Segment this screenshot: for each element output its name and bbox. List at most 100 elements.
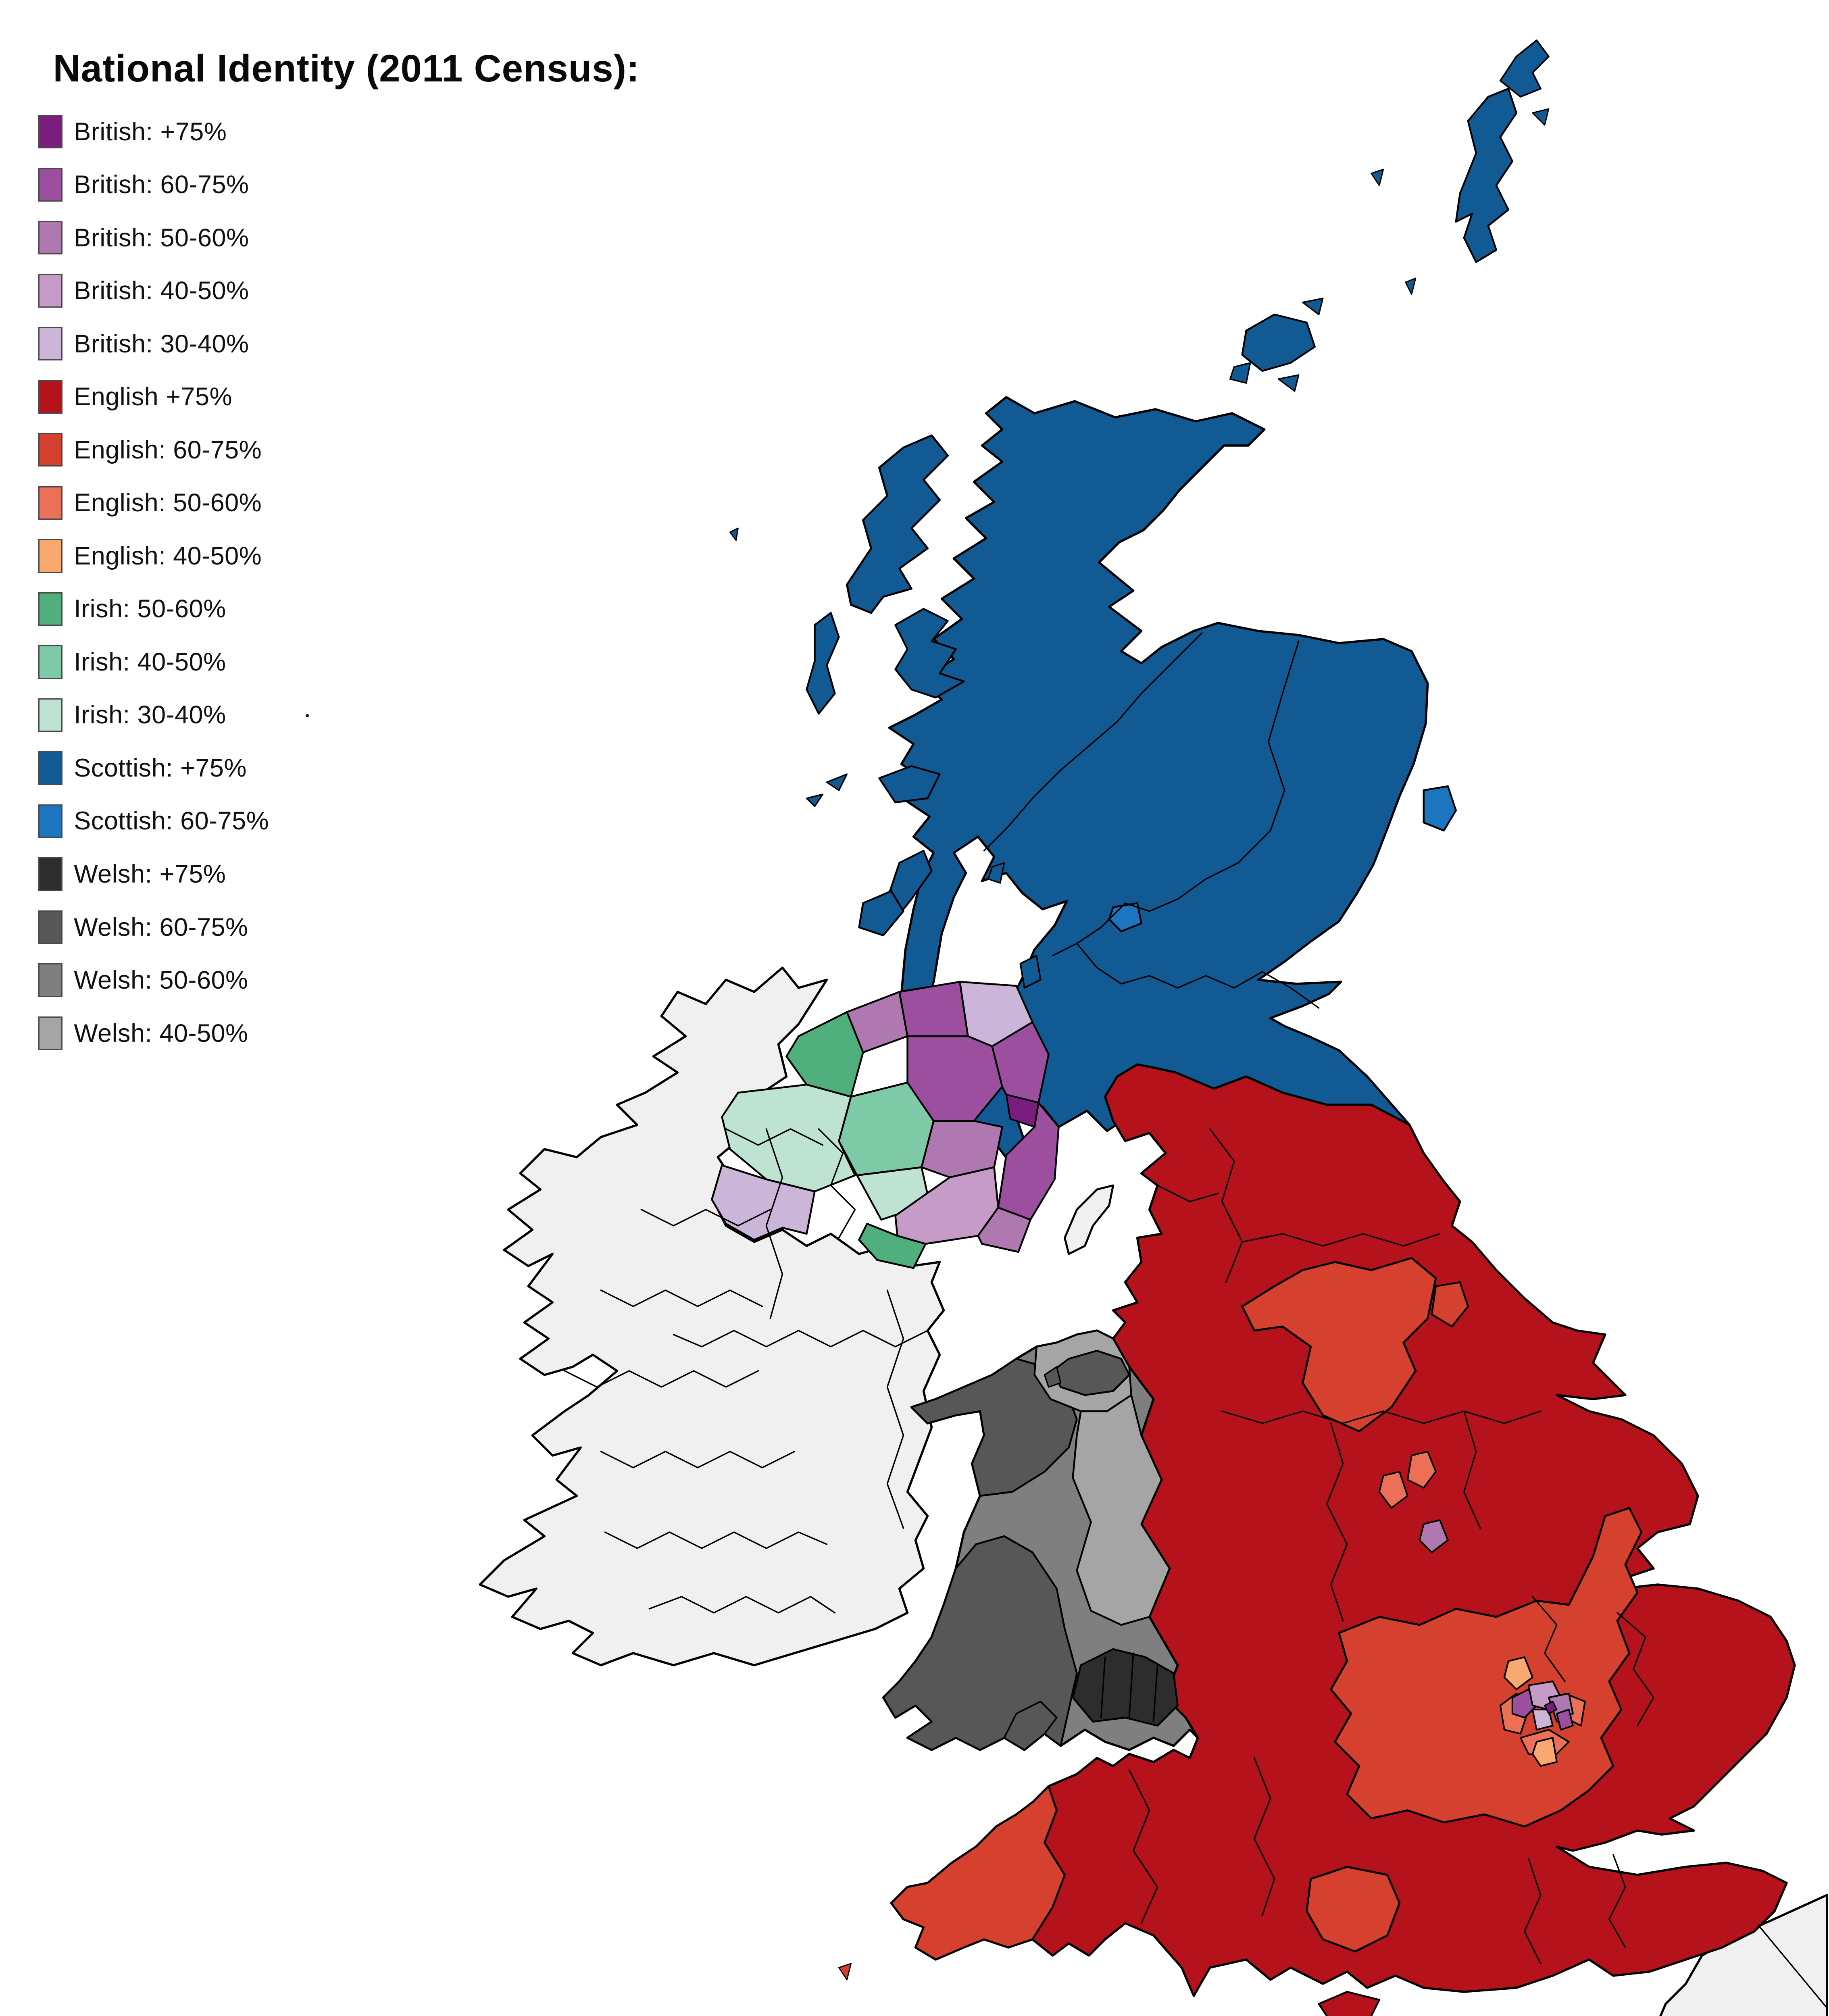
legend-label: British: +75% [74,117,227,146]
legend-swatch[interactable] [38,910,63,944]
legend-swatch[interactable] [38,380,63,414]
region-york[interactable] [1431,1281,1469,1328]
page-title: National Identity (2011 Census): [53,47,640,90]
region-shetland-east-isle[interactable] [1532,108,1550,126]
legend-item: Irish: 30-40% [38,689,269,742]
region-aberdeen-city[interactable] [1423,785,1457,832]
legend-item: Welsh: +75% [38,848,269,901]
region-leicester[interactable] [1378,1470,1408,1509]
legend-swatch[interactable] [38,645,63,679]
legend-swatch[interactable] [38,698,63,732]
legend-label: British: 60-75% [74,171,249,199]
region-tiree[interactable] [826,773,848,791]
region-st-kilda[interactable] [729,527,739,541]
region-cornwall[interactable] [890,1785,1066,1961]
region-orkney-north[interactable] [1302,298,1324,315]
ni-ballymena[interactable] [906,1035,1003,1122]
region-fair-isle[interactable] [1405,277,1417,295]
legend-label: British: 40-50% [74,277,249,305]
london-croydon[interactable] [1531,1737,1558,1767]
region-orkney-mainland[interactable] [1241,313,1316,372]
legend-swatch[interactable] [38,592,63,626]
legend-swatch[interactable] [38,274,63,308]
legend-item: Scottish: +75% [38,741,269,795]
region-skye[interactable] [894,608,965,699]
ni-fermanagh[interactable] [711,1164,816,1241]
wales-swansea[interactable] [1003,1700,1058,1751]
london-borough-core[interactable] [1544,1701,1558,1714]
legend-swatch[interactable] [38,963,63,997]
border-irish-county-5 [564,1370,759,1388]
border-sussex [1524,1858,1542,1964]
wales-powys[interactable] [1072,1394,1171,1626]
region-holyhead[interactable] [1044,1366,1062,1388]
legend-swatch[interactable] [38,486,63,520]
region-islay[interactable] [858,890,904,937]
border-norfolk [1617,1612,1654,1727]
legend: British: +75% British: 60-75% British: 5… [38,105,269,1060]
region-south-hampshire[interactable] [1306,1866,1401,1953]
ni-coleraine[interactable] [898,981,969,1037]
ni-down-south[interactable] [977,1206,1031,1253]
wales-valleys[interactable] [1072,1648,1179,1727]
legend-swatch[interactable] [38,857,63,891]
border-kent [1608,1854,1626,1948]
border-midlands-vertical [1326,1422,1348,1622]
ni-omagh[interactable] [721,1083,856,1193]
border-irish-county-2 [725,1128,824,1146]
region-lewis-harris[interactable] [846,434,949,614]
region-anglesey[interactable] [1052,1350,1130,1396]
legend-swatch[interactable] [38,433,63,467]
legend-swatch[interactable] [38,751,63,785]
region-arran[interactable] [1019,954,1042,989]
legend-label: Irish: 50-60% [74,595,226,623]
region-uists[interactable] [806,612,840,715]
region-bute[interactable] [987,862,1005,884]
legend-swatch[interactable] [38,168,63,202]
london-borough-outer-east[interactable] [1556,1708,1574,1731]
legend-item: English: 50-60% [38,477,269,530]
border-welsh-valley-3 [1152,1664,1158,1722]
legend-swatch[interactable] [38,221,63,255]
region-nottingham[interactable] [1406,1450,1437,1489]
region-mull[interactable] [878,765,941,804]
legend-item: English: 60-75% [38,423,269,477]
wales-gwynedd[interactable] [910,1358,1078,1497]
border-irish-county-6 [600,1451,796,1468]
border-cumbria [1209,1128,1243,1283]
border-welsh-valley-1 [1100,1656,1106,1718]
legend-swatch[interactable] [38,804,63,838]
legend-swatch[interactable] [38,115,63,149]
legend-label: Scottish: +75% [74,754,247,782]
border-aberdeenshire [1267,640,1300,831]
border-irish-county-8 [648,1596,836,1614]
region-coll[interactable] [806,793,824,807]
border-highland [983,632,1203,852]
legend-swatch[interactable] [38,327,63,361]
region-shetland-mainland[interactable] [1455,87,1518,263]
region-midlands-purple-dot[interactable] [1419,1519,1449,1553]
region-orkney-south[interactable] [1277,374,1300,392]
region-luton[interactable] [1503,1656,1533,1690]
border-irish-county-11 [673,1330,929,1347]
border-dorset [1253,1757,1275,1916]
legend-swatch[interactable] [38,539,63,573]
region-ireland[interactable] [479,966,945,1666]
region-scilly[interactable] [838,1963,852,1981]
london-borough-central[interactable] [1531,1708,1554,1731]
region-shetland-north-isles[interactable] [1499,39,1550,98]
border-irish-county-3 [640,1209,771,1227]
region-manchester-belt[interactable] [1241,1257,1437,1433]
ni-newry[interactable] [858,1223,927,1269]
legend-label: Welsh: 60-75% [74,913,248,941]
region-isle-of-wight[interactable] [1318,1991,1381,2016]
region-foula[interactable] [1371,169,1384,186]
region-west-lothian[interactable] [1108,902,1142,933]
legend-swatch[interactable] [38,1016,63,1050]
region-hoy[interactable] [1229,362,1251,384]
legend-item: British: 50-60% [38,211,269,264]
region-isle-of-man[interactable] [1064,1184,1114,1255]
legend-item: British: 40-50% [38,264,269,317]
